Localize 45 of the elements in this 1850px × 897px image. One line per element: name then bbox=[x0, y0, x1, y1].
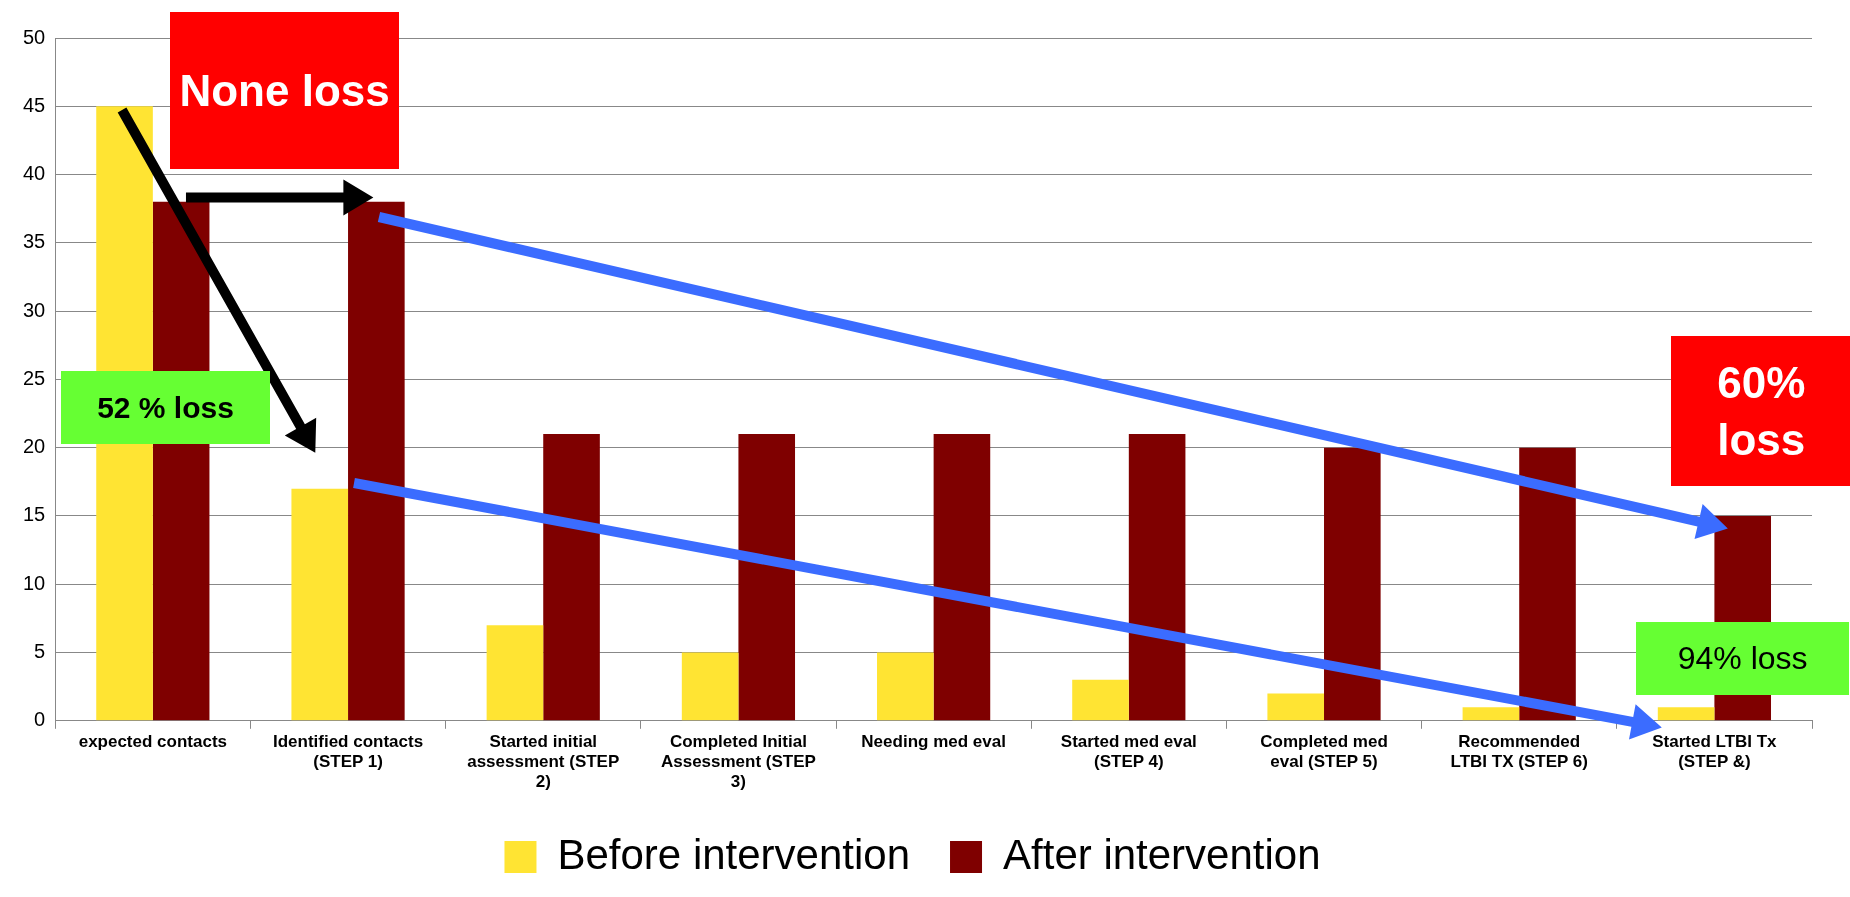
y-tick-label: 15 bbox=[23, 503, 46, 526]
x-tick-label: Started initial assessment (STEP 2) bbox=[467, 731, 620, 792]
bar bbox=[738, 434, 796, 721]
bar bbox=[486, 625, 544, 721]
callout-box: 60% loss bbox=[1671, 335, 1850, 486]
bar bbox=[681, 652, 739, 721]
y-tick-label: 45 bbox=[23, 93, 46, 116]
legend-label: After intervention bbox=[1003, 830, 1321, 878]
y-tick-label: 50 bbox=[23, 25, 46, 48]
legend-label: Before intervention bbox=[557, 830, 911, 878]
annotation: 60% loss bbox=[1716, 356, 1807, 466]
bar bbox=[348, 201, 405, 721]
callout-box: 52 % loss bbox=[61, 371, 270, 444]
annotation: 94% loss bbox=[1677, 638, 1808, 678]
callout-box: None loss bbox=[170, 12, 399, 170]
y-tick-label: 10 bbox=[23, 571, 46, 594]
y-tick-label: 20 bbox=[23, 435, 46, 458]
y-tick-label: 25 bbox=[23, 366, 46, 389]
bar bbox=[933, 434, 991, 721]
bar bbox=[1072, 679, 1129, 721]
x-tick-label: Identified contacts (STEP 1) bbox=[272, 731, 424, 772]
y-tick-label: 5 bbox=[34, 640, 46, 663]
y-tick-label: 35 bbox=[23, 230, 46, 253]
x-tick-label: expected contacts bbox=[78, 731, 228, 751]
bar bbox=[1267, 693, 1325, 721]
x-tick-label: Completed med eval (STEP 5) bbox=[1260, 731, 1388, 772]
bar bbox=[291, 488, 349, 721]
annotation: 52 % loss bbox=[97, 389, 234, 426]
bar bbox=[1324, 447, 1381, 721]
x-tick-label: Recommended LTBI TX (STEP 6) bbox=[1450, 731, 1588, 772]
x-tick-label: Completed Initial Assessment (STEP 3) bbox=[660, 731, 816, 792]
bar bbox=[1462, 707, 1520, 721]
bar bbox=[1657, 707, 1715, 721]
x-tick-label: Started LTBI Tx (STEP &) bbox=[1652, 731, 1778, 772]
y-tick-label: 40 bbox=[23, 162, 46, 185]
x-tick-label: Started med eval (STEP 4) bbox=[1060, 731, 1197, 772]
y-tick-label: 30 bbox=[23, 298, 46, 321]
bar bbox=[1128, 434, 1186, 721]
y-tick-label: 0 bbox=[34, 708, 46, 731]
callout-box: 94% loss bbox=[1636, 622, 1850, 695]
bar bbox=[1519, 447, 1576, 721]
bar bbox=[543, 434, 600, 721]
annotation: None loss bbox=[179, 64, 390, 117]
bar bbox=[877, 652, 934, 721]
x-tick-label: Needing med eval bbox=[861, 731, 1006, 751]
